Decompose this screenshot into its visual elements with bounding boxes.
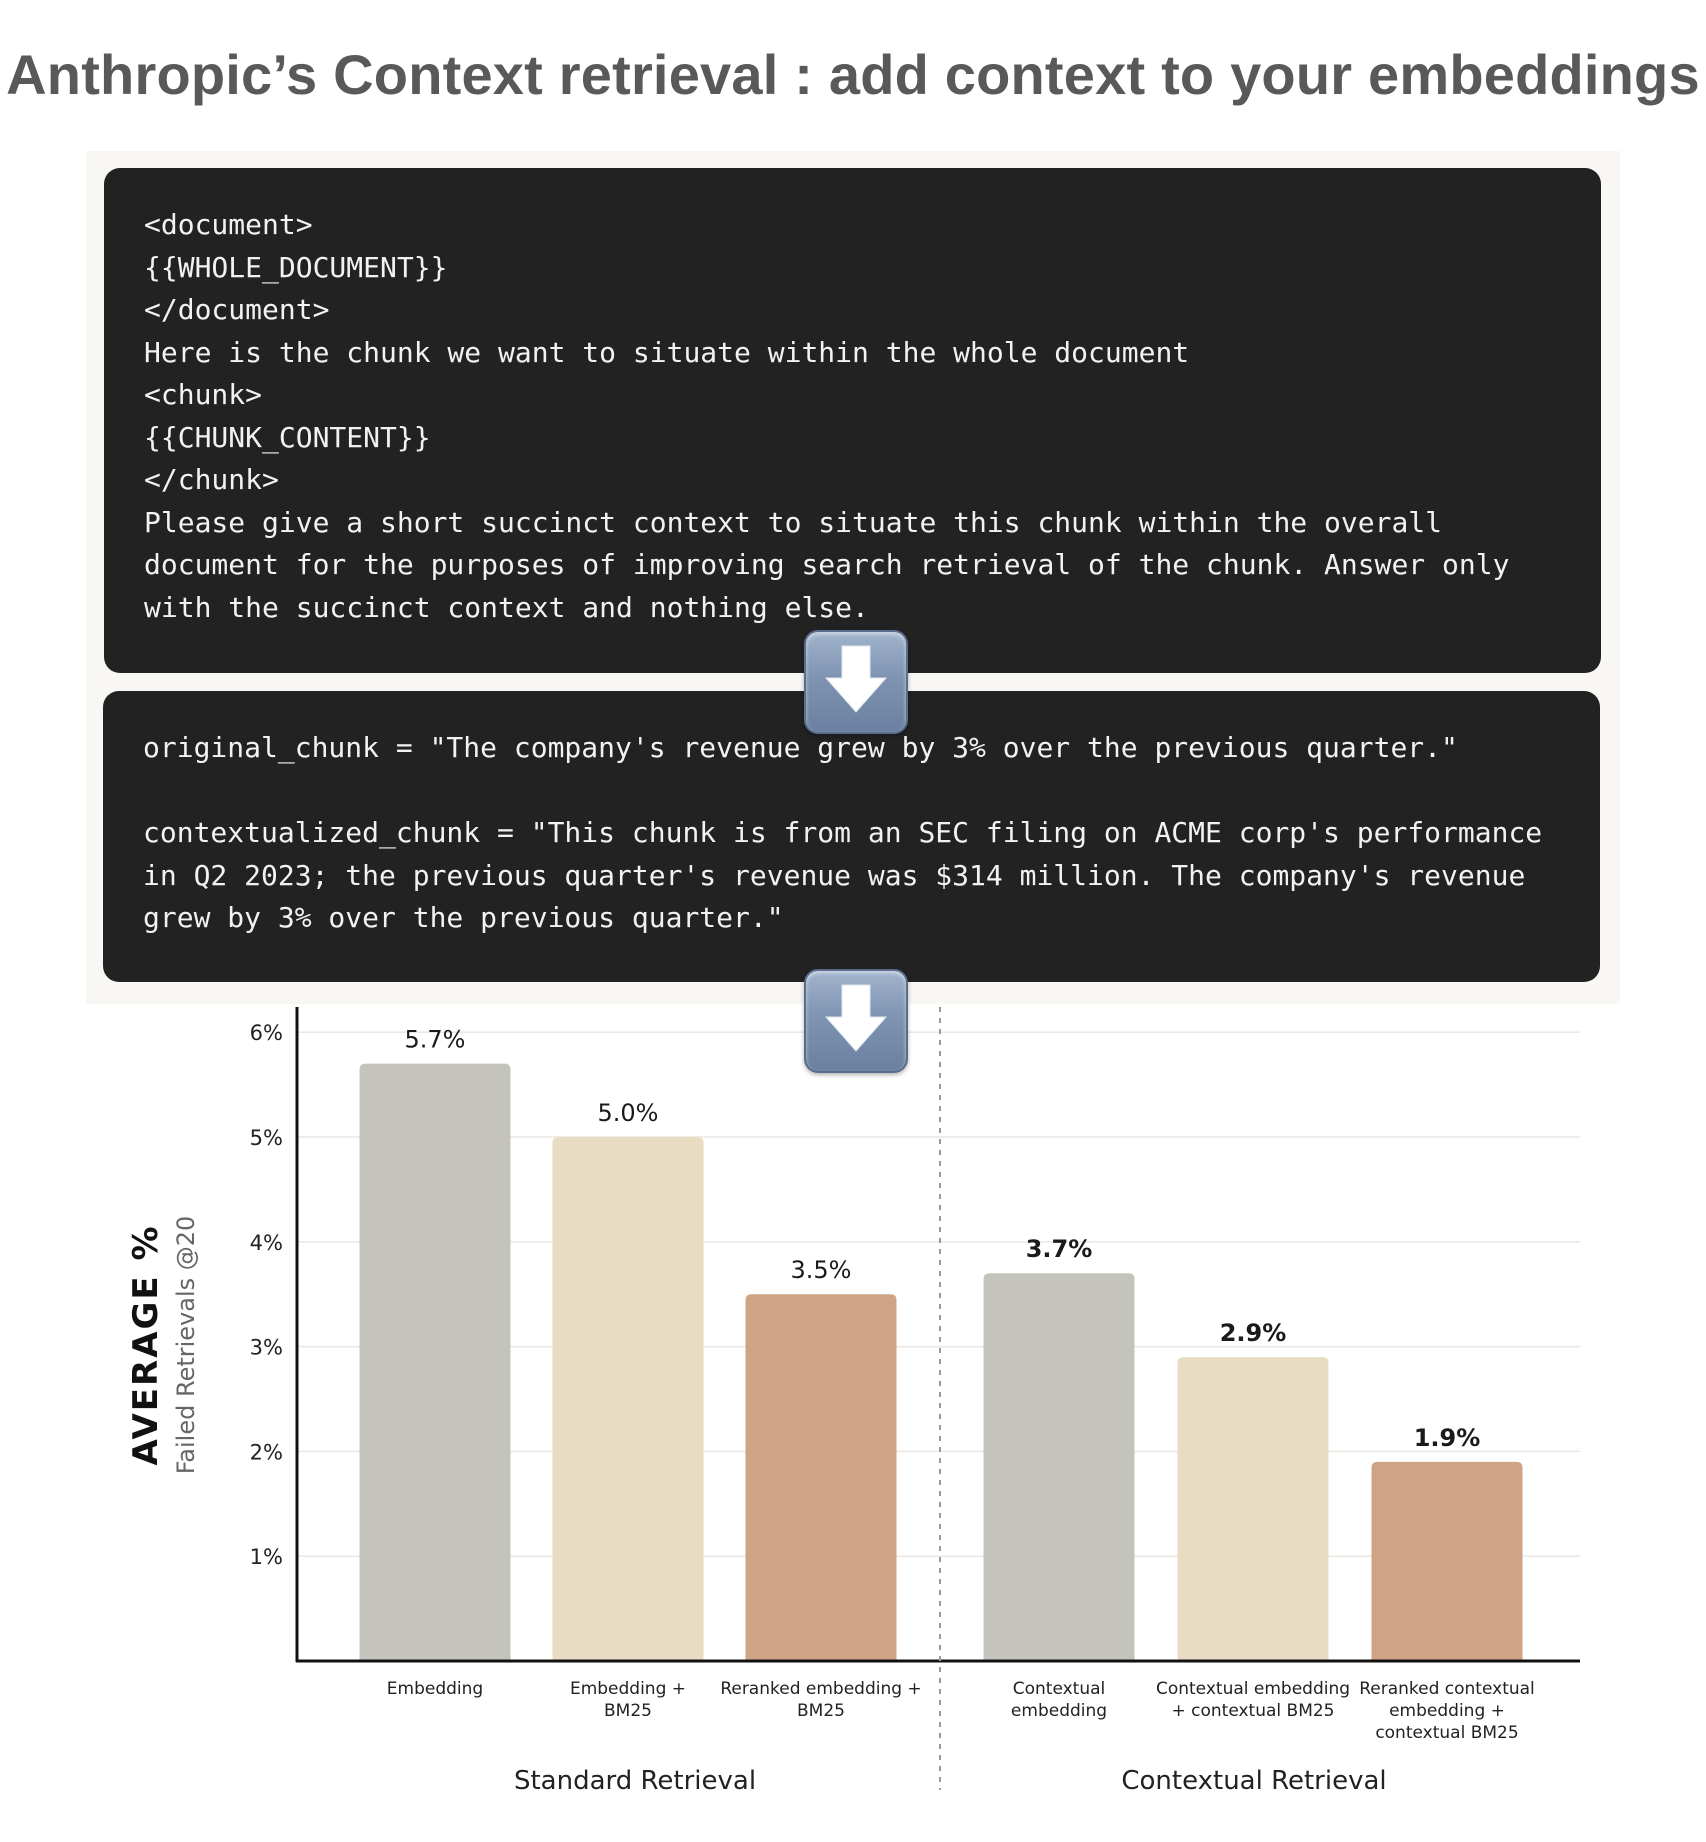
prompt-code-line: </document>	[144, 293, 330, 326]
prompt-code-line: Here is the chunk we want to situate wit…	[144, 335, 1190, 369]
example-code-line: contextualized_chunk = "This chunk is fr…	[143, 816, 1543, 849]
y-tick-label: 6%	[250, 1021, 283, 1045]
x-tick-label: Contextual embedding	[1156, 1679, 1350, 1699]
y-tick-label: 1%	[250, 1545, 283, 1569]
x-tick-label: + contextual BM25	[1171, 1701, 1334, 1721]
bar	[359, 1063, 511, 1661]
prompt-code-line: {{CHUNK_CONTENT}}	[144, 420, 431, 454]
bar	[745, 1294, 897, 1661]
example-code-line: original_chunk = "The company's revenue …	[143, 731, 1458, 764]
bar	[552, 1137, 704, 1661]
prompt-code-line: Please give a short succinct context to …	[144, 505, 1443, 539]
group-label-contextual: Contextual Retrieval	[1121, 1766, 1386, 1796]
bar-value-label: 2.9%	[1220, 1319, 1287, 1347]
prompt-code-line: <document>	[144, 208, 313, 241]
group-label-standard: Standard Retrieval	[514, 1766, 756, 1796]
bar-value-label: 5.0%	[598, 1099, 659, 1127]
example-code-text: original_chunk = "The company's revenue …	[143, 727, 1560, 940]
x-tick-label: Reranked embedding +	[720, 1679, 921, 1699]
x-tick-label: Contextual	[1013, 1679, 1106, 1699]
down-arrow-icon	[804, 630, 908, 734]
x-tick-label: BM25	[797, 1701, 845, 1721]
y-axis-subtitle: Failed Retrievals @20	[172, 1216, 200, 1475]
example-code-line: grew by 3% over the previous quarter."	[143, 901, 784, 934]
x-tick-label: contextual BM25	[1375, 1723, 1518, 1743]
prompt-code-block: <document> {{WHOLE_DOCUMENT}} </document…	[104, 168, 1601, 673]
prompt-code-line: document for the purposes of improving s…	[144, 548, 1510, 581]
y-tick-label: 2%	[250, 1440, 283, 1464]
y-tick-label: 3%	[250, 1336, 283, 1360]
y-axis-title: AVERAGE %	[126, 1224, 166, 1465]
prompt-code-text: <document> {{WHOLE_DOCUMENT}} </document…	[144, 204, 1561, 629]
bar-value-label: 3.7%	[1026, 1235, 1093, 1263]
prompt-code-line: <chunk>	[144, 378, 263, 411]
x-tick-label: BM25	[604, 1701, 652, 1721]
bar	[1177, 1357, 1329, 1661]
bar	[1371, 1461, 1523, 1661]
example-code-block: original_chunk = "The company's revenue …	[103, 691, 1600, 982]
y-tick-label: 5%	[250, 1126, 283, 1150]
x-tick-label: embedding +	[1389, 1701, 1505, 1721]
prompt-code-line: </chunk>	[144, 463, 279, 496]
x-tick-label: Embedding	[387, 1679, 483, 1699]
x-tick-label: Embedding +	[570, 1679, 686, 1699]
down-arrow-icon	[804, 969, 908, 1073]
example-code-line: in Q2 2023; the previous quarter's reven…	[143, 858, 1526, 892]
bar-value-label: 3.5%	[791, 1256, 852, 1284]
bar	[983, 1273, 1135, 1661]
y-tick-label: 4%	[250, 1231, 283, 1255]
prompt-code-line: with the succinct context and nothing el…	[144, 590, 869, 624]
page-title: Anthropic’s Context retrieval : add cont…	[6, 43, 1700, 106]
prompt-code-line: {{WHOLE_DOCUMENT}}	[144, 250, 448, 284]
bar-value-label: 5.7%	[405, 1026, 466, 1054]
x-tick-label: Reranked contextual	[1359, 1679, 1535, 1699]
x-tick-label: embedding	[1011, 1701, 1107, 1721]
bar-value-label: 1.9%	[1414, 1424, 1481, 1452]
